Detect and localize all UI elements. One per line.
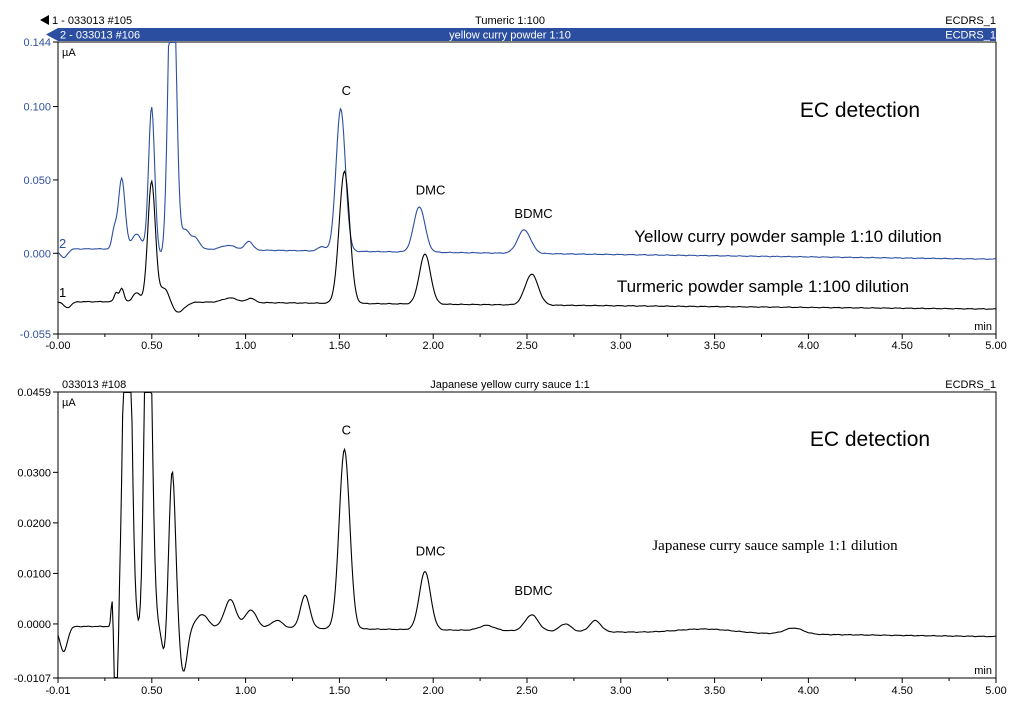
x-tick-label: 1.00 [235,340,256,352]
y-tick-label: -0.0107 [14,673,51,685]
y-tick-label: 0.0000 [17,619,51,631]
x-tick-label: 2.00 [422,685,443,697]
x-tick-label: 5.00 [985,685,1006,697]
peak-label: DMC [416,544,446,559]
peak-labels: C DMC BDMC [342,422,553,598]
y-unit-label: µA [62,397,76,409]
x-unit-label: min [974,321,992,333]
x-unit-label: min [974,665,992,677]
x-tick-label: 3.50 [704,685,725,697]
x-tick-label: 0.50 [141,340,162,352]
x-tick-label: -0.00 [45,340,70,352]
y-tick-label: 0.0100 [17,568,51,580]
header-3-center: Japanese yellow curry sauce 1:1 [430,379,590,391]
x-axis-ticks: -0.00 0.50 1.00 1.50 2.00 2.50 3.00 3.50 4.00 4.5… [45,334,1007,352]
y-tick-label: 0.100 [23,102,51,114]
x-tick-label: 3.50 [704,340,725,352]
detection-annotation: EC detection [800,99,920,122]
peak-label: DMC [416,183,446,198]
peak-label: C [342,422,351,437]
y-axis-ticks: 0.144 0.100 0.050 0.000 -0.055 [20,37,58,341]
y-tick-label: 0.0459 [17,387,51,399]
y-tick-label: -0.055 [20,329,51,341]
detection-annotation: EC detection [810,428,930,451]
header-1-right: ECDRS_1 [945,15,996,27]
x-tick-label: 1.00 [235,685,256,697]
top-panel: 1 - 033013 #105 Tumeric 1:100 ECDRS_1 2 … [20,15,1007,352]
x-axis-ticks: -0.01 0.50 1.00 1.50 2.00 2.50 3.00 3.50 4.00 4.5… [45,678,1007,697]
trace-marker-1: 1 [59,285,66,300]
arrow-left-icon [46,28,58,41]
header-2-right: ECDRS_1 [945,30,996,42]
x-tick-label: 3.00 [610,340,631,352]
x-tick-label: 2.50 [516,340,537,352]
x-tick-label: 0.50 [141,685,162,697]
y-unit-label: µA [62,47,76,59]
x-tick-label: 1.50 [329,340,350,352]
x-tick-label: 4.00 [798,340,819,352]
bottom-panel: 033013 #108 Japanese yellow curry sauce … [14,379,1007,697]
blue-trace-caption: Yellow curry powder sample 1:10 dilution [634,227,941,246]
x-tick-label: 2.00 [422,340,443,352]
arrow-left-icon [40,15,49,25]
header-3-right: ECDRS_1 [945,379,996,391]
x-tick-label: 4.50 [891,685,912,697]
y-tick-label: 0.000 [23,248,51,260]
peak-labels: C DMC BDMC [342,83,553,221]
header-2-left: 2 - 033013 #106 [60,30,140,42]
trace-line-2 [57,41,997,260]
x-tick-label: 3.00 [610,685,631,697]
header-1-left: 1 - 033013 #105 [52,15,132,27]
x-tick-label: 4.00 [798,685,819,697]
x-tick-label: 2.50 [516,685,537,697]
y-tick-label: 0.050 [23,175,51,187]
x-tick-label: 5.00 [985,340,1006,352]
black-trace-caption: Turmeric powder sample 1:100 dilution [617,277,909,296]
x-tick-label: 4.50 [891,340,912,352]
trace-line-1 [57,169,997,313]
header-2-center: yellow curry powder 1:10 [449,30,571,42]
x-tick-label: -0.01 [45,685,70,697]
y-axis-ticks: 0.0459 0.0300 0.0200 0.0100 0.0000 -0.0107 [14,387,58,685]
y-tick-label: 0.144 [23,37,51,49]
trace-marker-2: 2 [59,236,66,251]
header-2-banner [58,28,996,41]
peak-label: BDMC [514,583,552,598]
header-1-center: Tumeric 1:100 [475,15,545,27]
y-tick-label: 0.0300 [17,467,51,479]
peak-label: BDMC [514,206,552,221]
y-tick-label: 0.0200 [17,518,51,530]
peak-label: C [342,83,351,98]
traces [57,391,997,679]
traces [57,41,997,313]
sample-caption: Japanese curry sauce sample 1:1 dilution [652,538,898,554]
header-3-left: 033013 #108 [62,379,126,391]
x-tick-label: 1.50 [329,685,350,697]
trace-line-1 [57,391,997,679]
